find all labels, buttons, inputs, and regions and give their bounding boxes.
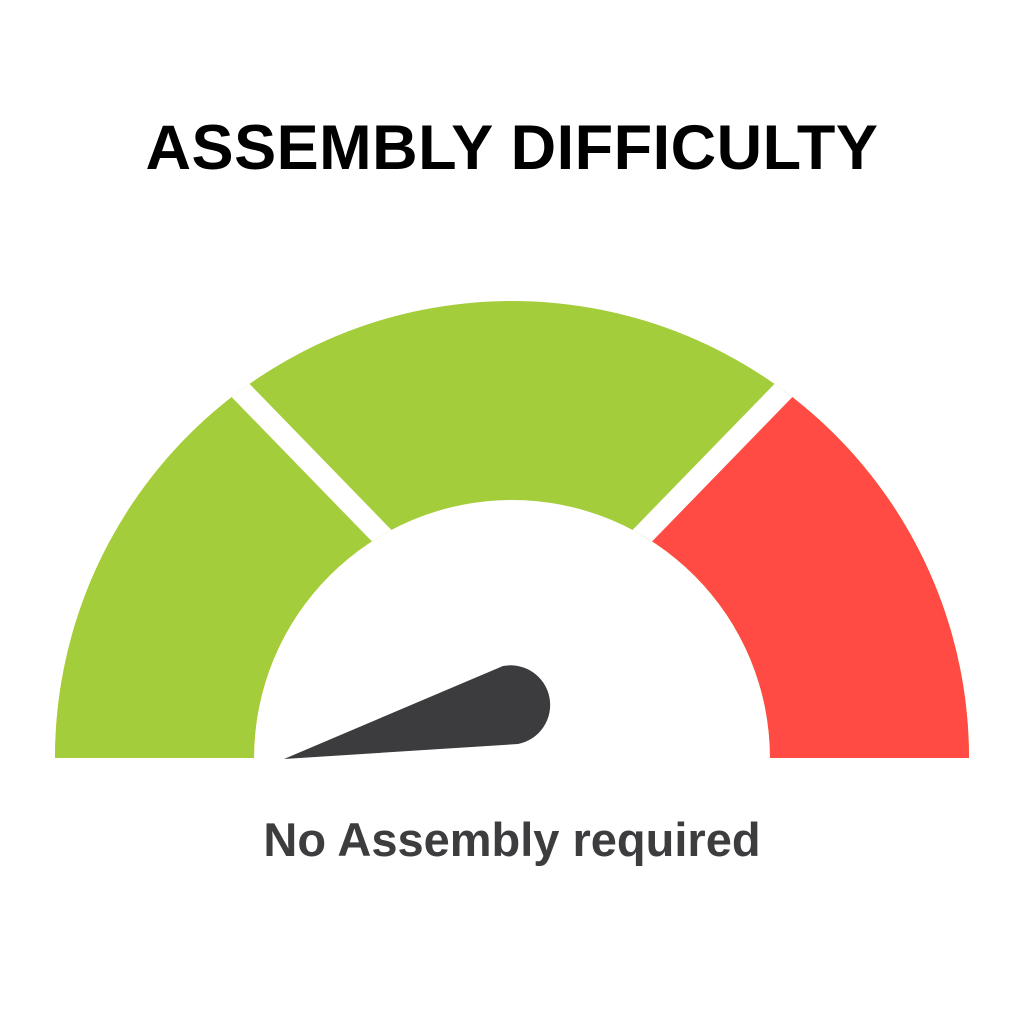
gauge-needle (284, 665, 551, 759)
gauge-title: ASSEMBLY DIFFICULTY (145, 113, 879, 183)
difficulty-caption: No Assembly required (263, 813, 761, 866)
